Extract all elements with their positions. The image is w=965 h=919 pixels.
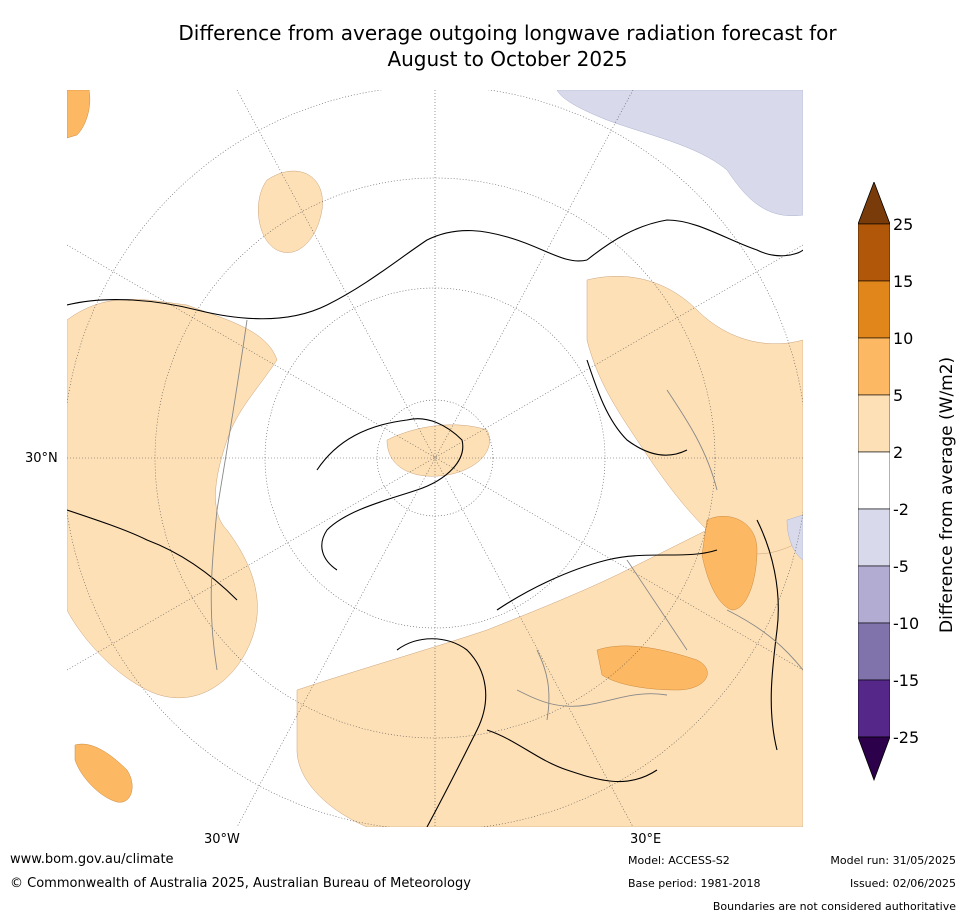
base-period: Base period: 1981-2018 [628, 877, 761, 890]
title-line-2: August to October 2025 [387, 47, 628, 71]
colorbar-tick: -2 [893, 500, 909, 519]
colorbar-tick: 2 [893, 443, 904, 462]
colorbar-band-minus10-minus15 [858, 622, 890, 681]
coastlines [67, 219, 803, 827]
anomaly-alaska-strong [67, 90, 91, 139]
colorbar-tick: -25 [893, 728, 920, 747]
colorbar-min-arrow [858, 736, 890, 782]
anomaly-central-asia-strong [596, 645, 708, 691]
colorbar-tick: 10 [893, 329, 914, 348]
copyright-text: © Commonwealth of Australia 2025, Austra… [10, 876, 471, 891]
colorbar-tick: -10 [893, 614, 920, 633]
anomaly-china-strong [701, 516, 758, 611]
colorbar [858, 182, 890, 782]
colorbar-band-neutral [858, 451, 890, 510]
anomaly-pacific-north [258, 170, 323, 253]
colorbar-tick: 25 [893, 215, 914, 234]
colorbar-tick: -5 [893, 557, 909, 576]
anomaly-arctic [386, 424, 490, 477]
map-svg [67, 90, 803, 827]
colorbar-band-minus15-minus25 [858, 679, 890, 738]
map-title: Difference from average outgoing longwav… [80, 20, 935, 72]
model-run-date: Model run: 31/05/2025 [830, 854, 956, 867]
colorbar-band-2-5 [858, 394, 890, 453]
anomaly-atlantic-europe [296, 498, 803, 827]
disclaimer: Boundaries are not considered authoritat… [712, 900, 956, 913]
issued-date: Issued: 02/06/2025 [849, 877, 956, 890]
colorbar-max-arrow [858, 182, 890, 225]
colorbar-band-15-25 [858, 223, 890, 282]
colorbar-band-minus2-minus5 [858, 508, 890, 567]
anomaly-negative-east [786, 514, 803, 561]
anomaly-pacific-strong [74, 743, 133, 803]
colorbar-band-5-10 [858, 337, 890, 396]
graticule [67, 90, 803, 827]
colorbar-band-10-15 [858, 280, 890, 339]
model-name: Model: ACCESS-S2 [628, 854, 730, 867]
longitude-label-east: 30°E [630, 832, 662, 847]
colorbar-tick: 15 [893, 272, 914, 291]
polar-map [67, 90, 803, 827]
longitude-label-west: 30°W [204, 832, 240, 847]
title-line-1: Difference from average outgoing longwav… [178, 21, 837, 45]
anomaly-north-america [67, 299, 278, 699]
colorbar-tick: -15 [893, 671, 920, 690]
website-link[interactable]: www.bom.gov.au/climate [10, 852, 174, 867]
colorbar-label: Difference from average (W/m2) [937, 356, 957, 633]
colorbar-band-minus5-minus10 [858, 565, 890, 624]
anomaly-negative-northeast [556, 90, 803, 217]
anomaly-asia [586, 276, 803, 555]
colorbar-tick: 5 [893, 386, 904, 405]
country-borders [210, 319, 803, 721]
latitude-label: 30°N [25, 451, 58, 466]
